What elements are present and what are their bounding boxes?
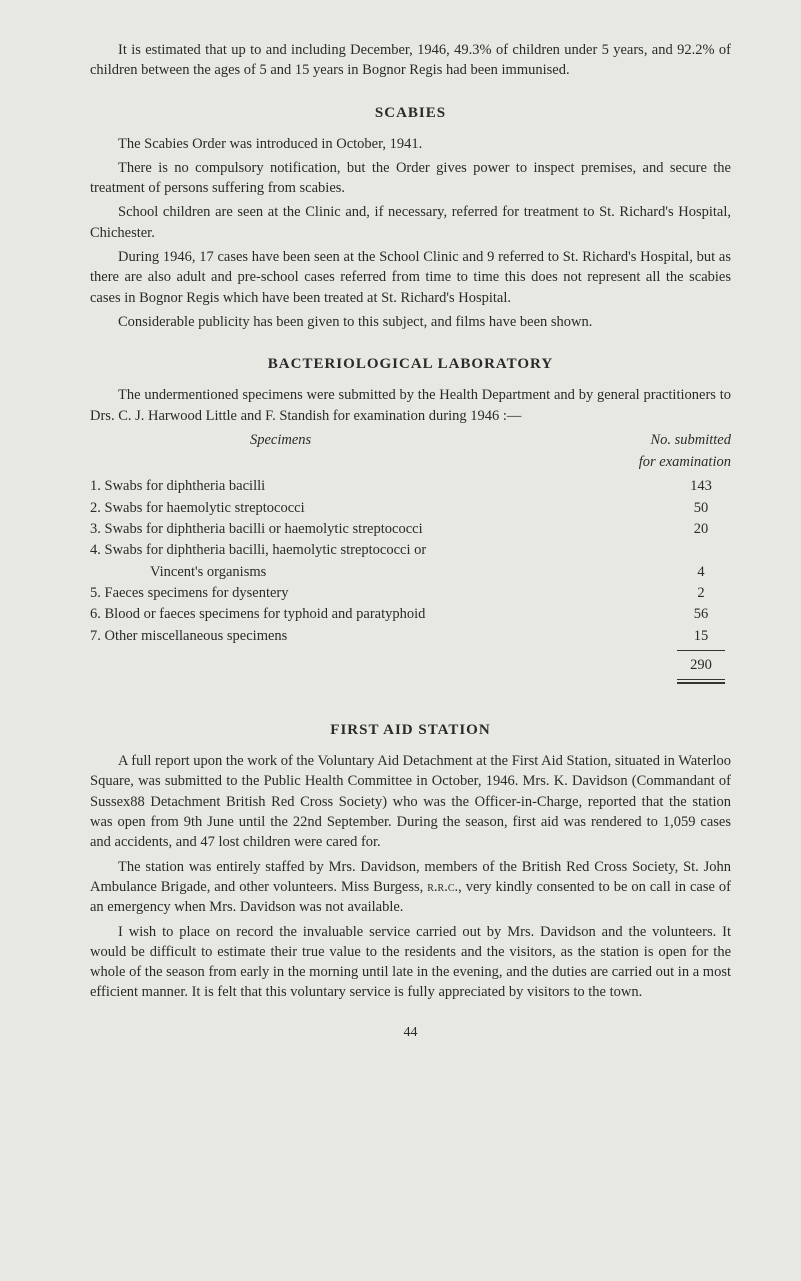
- row-value: 15: [671, 626, 731, 646]
- row-label: 1. Swabs for diphtheria bacilli: [90, 476, 671, 496]
- firstaid-p1: A full report upon the work of the Volun…: [90, 751, 731, 852]
- total-double-rule: [677, 679, 725, 684]
- total-rule: [677, 650, 725, 651]
- firstaid-p2: The station was entirely staffed by Mrs.…: [90, 857, 731, 918]
- row-value: 50: [671, 498, 731, 518]
- row-label: 3. Swabs for diphtheria bacilli or haemo…: [90, 519, 671, 539]
- row-value: 56: [671, 604, 731, 624]
- scabies-p3: School children are seen at the Clinic a…: [90, 202, 731, 243]
- scabies-p1: The Scabies Order was introduced in Octo…: [90, 134, 731, 154]
- row-label: Vincent's organisms: [150, 562, 671, 582]
- rrc-abbrev: r.r.c.: [427, 879, 458, 895]
- specimens-header: Specimens No. submitted: [90, 430, 731, 450]
- row-value: 20: [671, 519, 731, 539]
- scabies-p5: Considerable publicity has been given to…: [90, 312, 731, 332]
- row-label: 5. Faeces specimens for dysentery: [90, 583, 671, 603]
- total-value: 290: [671, 655, 731, 675]
- bacteriology-intro: The undermentioned specimens were submit…: [90, 385, 731, 426]
- bacteriology-title: BACTERIOLOGICAL LABORATORY: [90, 354, 731, 375]
- scabies-title: SCABIES: [90, 103, 731, 124]
- submitted-label: No. submitted: [571, 430, 731, 450]
- table-row: 7. Other miscellaneous specimens 15: [90, 626, 731, 646]
- scabies-p2: There is no compulsory notification, but…: [90, 158, 731, 199]
- table-row: 5. Faeces specimens for dysentery 2: [90, 583, 731, 603]
- table-row: 3. Swabs for diphtheria bacilli or haemo…: [90, 519, 731, 539]
- table-row: 4. Swabs for diphtheria bacilli, haemoly…: [90, 540, 731, 560]
- specimens-label: Specimens: [250, 430, 311, 450]
- row-label: 2. Swabs for haemolytic streptococci: [90, 498, 671, 518]
- specimens-table: 1. Swabs for diphtheria bacilli 143 2. S…: [90, 476, 731, 684]
- for-examination-label: for examination: [90, 452, 731, 472]
- document-page: It is estimated that up to and including…: [0, 0, 801, 1072]
- row-label: 6. Blood or faeces specimens for typhoid…: [90, 604, 671, 624]
- row-label: 7. Other miscellaneous specimens: [90, 626, 671, 646]
- scabies-p4: During 1946, 17 cases have been seen at …: [90, 247, 731, 308]
- row-value: [671, 540, 731, 560]
- row-value: 143: [671, 476, 731, 496]
- row-value: 2: [671, 583, 731, 603]
- row-value: 4: [671, 562, 731, 582]
- firstaid-title: FIRST AID STATION: [90, 720, 731, 741]
- table-row: 6. Blood or faeces specimens for typhoid…: [90, 604, 731, 624]
- table-row: 2. Swabs for haemolytic streptococci 50: [90, 498, 731, 518]
- table-row: 1. Swabs for diphtheria bacilli 143: [90, 476, 731, 496]
- row-label: 4. Swabs for diphtheria bacilli, haemoly…: [90, 540, 671, 560]
- total-spacer: [90, 655, 671, 675]
- firstaid-p3: I wish to place on record the invaluable…: [90, 922, 731, 1003]
- intro-paragraph: It is estimated that up to and including…: [90, 40, 731, 81]
- page-number: 44: [90, 1023, 731, 1043]
- table-row: Vincent's organisms 4: [90, 562, 731, 582]
- total-row: 290: [90, 655, 731, 675]
